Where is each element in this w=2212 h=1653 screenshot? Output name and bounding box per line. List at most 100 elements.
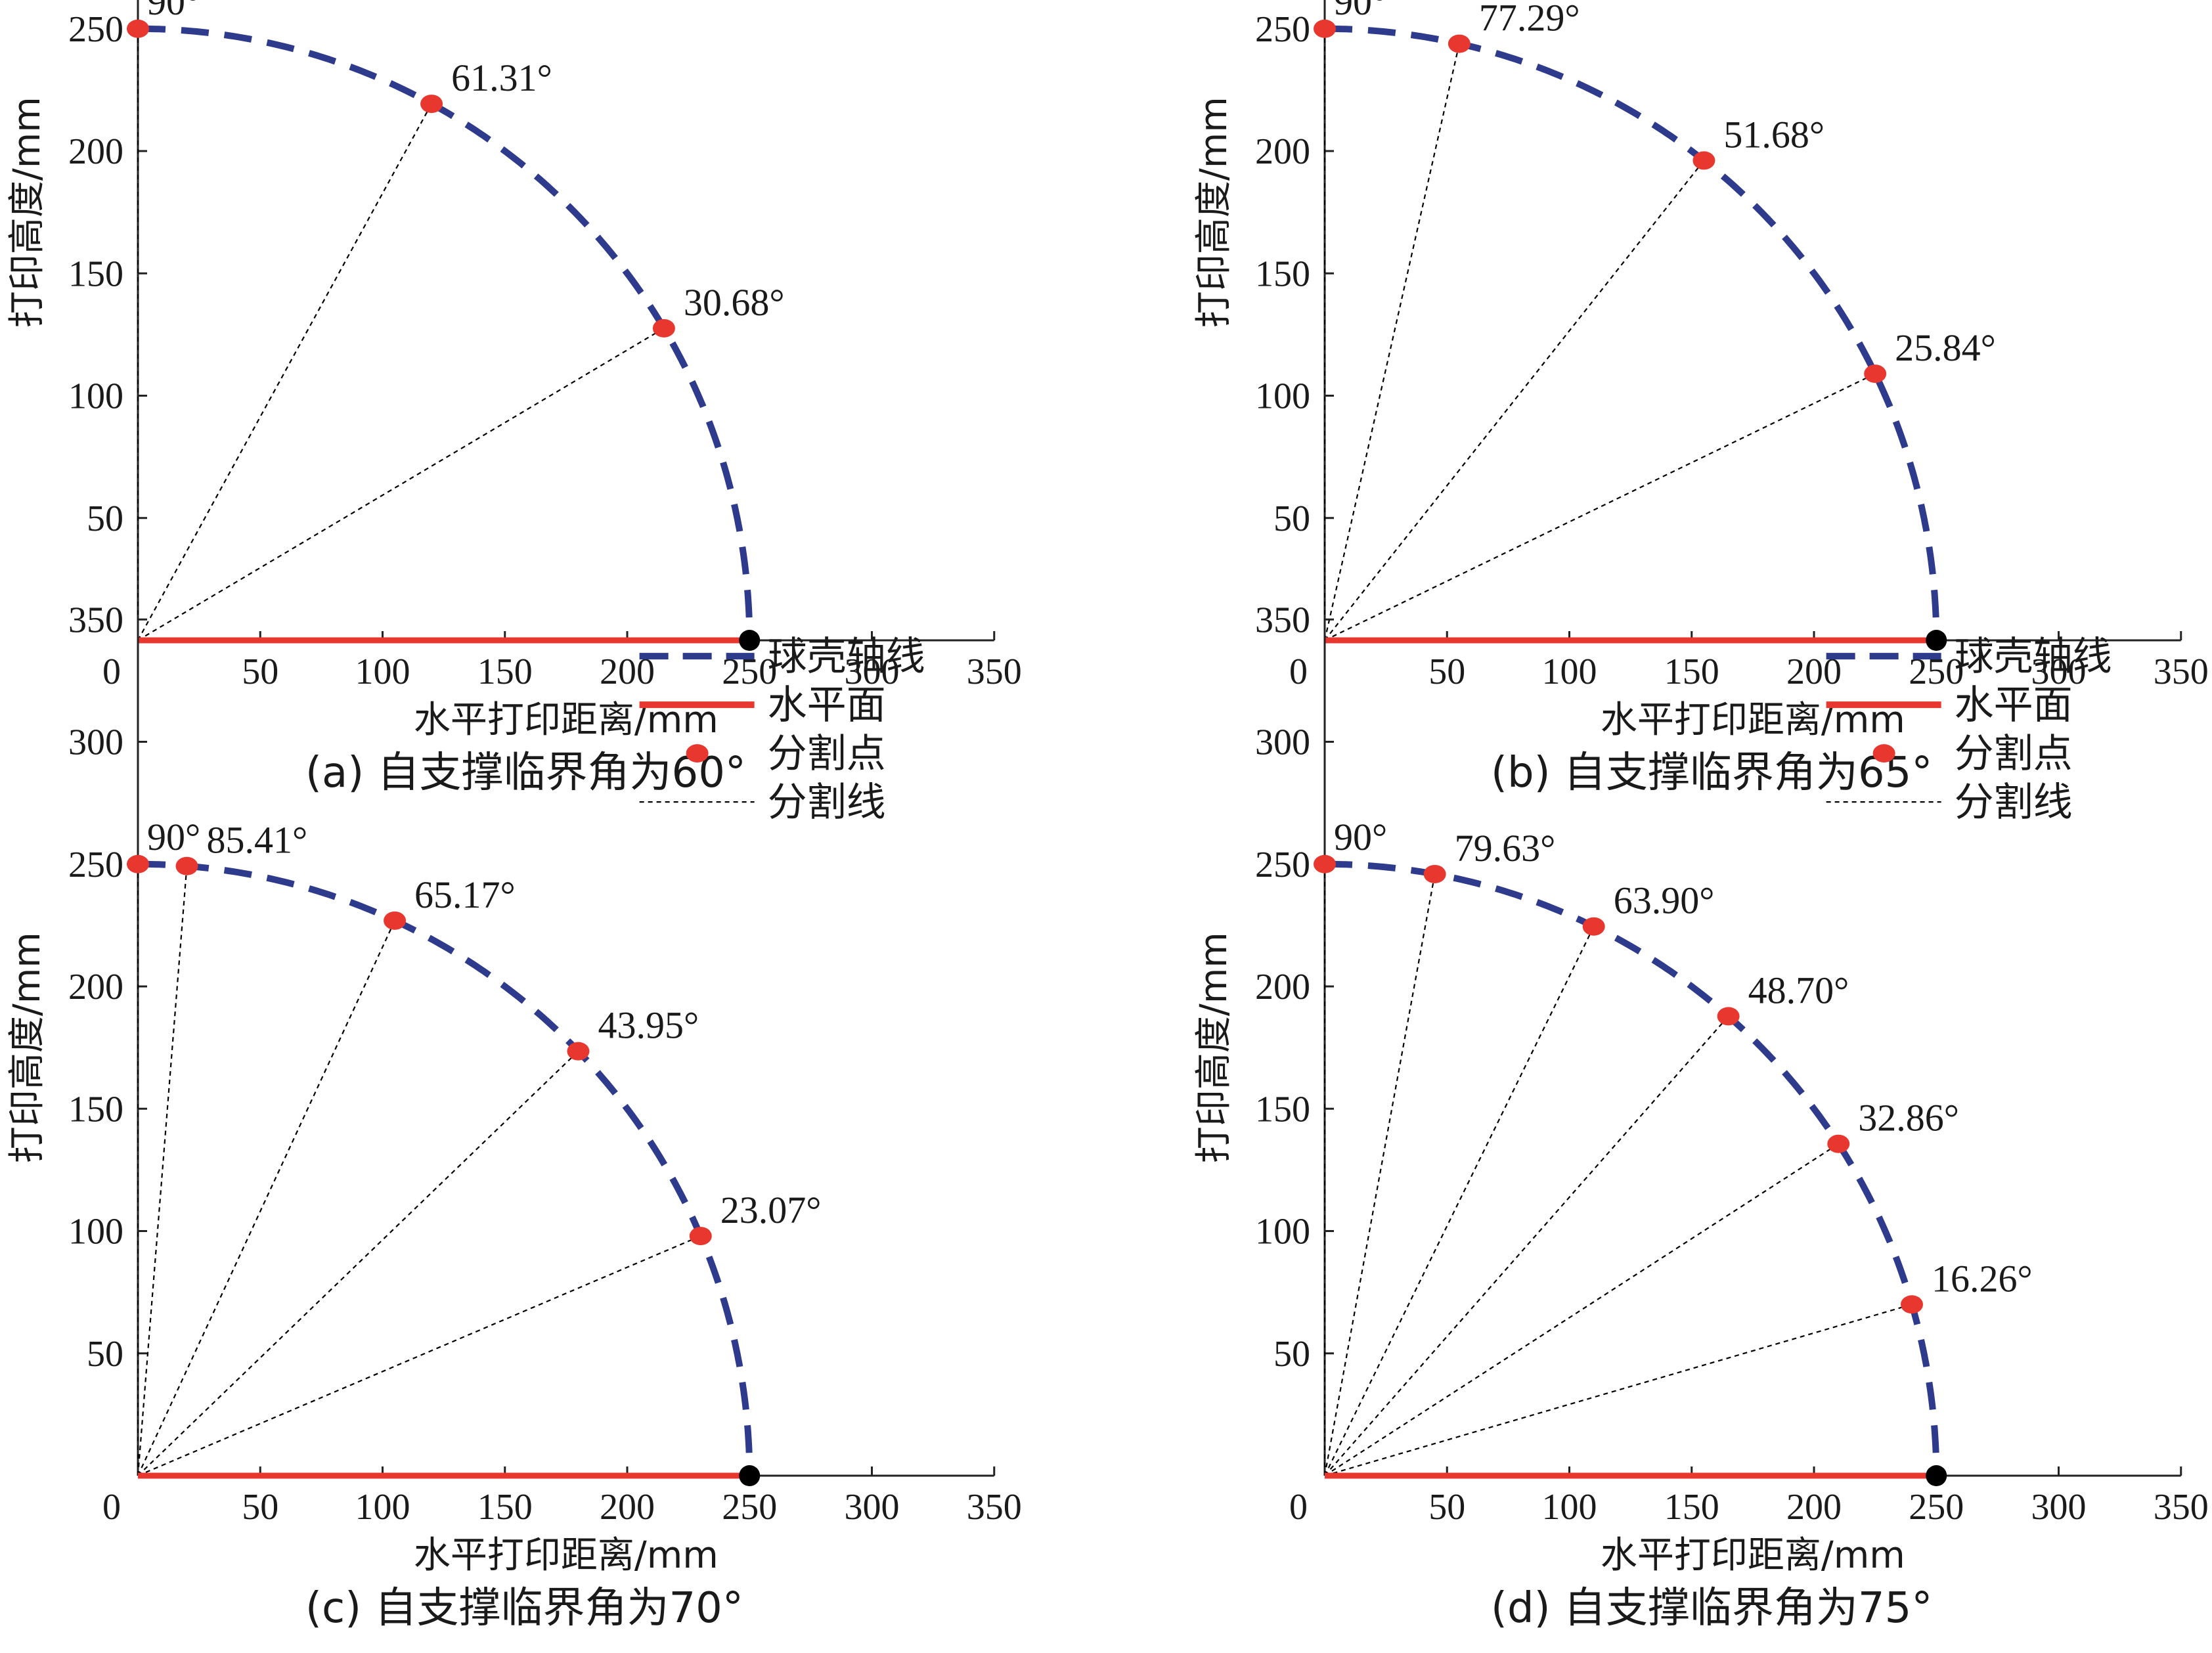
split-point	[127, 19, 149, 38]
y-tick-label: 150	[68, 253, 123, 294]
panel-caption: (b) 自支撑临界角为65°	[1491, 749, 1932, 797]
split-point	[420, 95, 443, 114]
split-point-label: 61.31°	[451, 56, 552, 99]
x-tick-label: 50	[242, 1487, 278, 1528]
x-tick-label: 0	[1289, 651, 1308, 692]
x-tick-label: 200	[1786, 1487, 1842, 1528]
x-axis-label: 水平打印距离/mm	[414, 1534, 719, 1577]
split-point	[1448, 34, 1471, 53]
panel-caption: (a) 自支撑临界角为60°	[305, 749, 746, 797]
x-tick-label: 0	[102, 651, 121, 692]
y-tick-label: 300	[68, 722, 123, 763]
y-axis-label: 打印高度/mm	[6, 97, 49, 328]
x-tick-label: 100	[355, 651, 410, 692]
panel-caption: (c) 自支撑临界角为70°	[305, 1584, 743, 1633]
y-tick-label: 150	[1255, 1089, 1310, 1130]
y-tick-label: 50	[1273, 1334, 1310, 1375]
x-tick-label: 100	[355, 1487, 410, 1528]
panel-caption: (d) 自支撑临界角为75°	[1491, 1584, 1932, 1633]
split-line	[1323, 873, 1436, 1476]
y-tick-label: 150	[68, 1089, 123, 1130]
split-line	[1324, 1015, 1729, 1476]
y-tick-label: 250	[68, 845, 123, 885]
split-line	[137, 1050, 579, 1476]
panel-c: 0 50 100 150 200 250 300 350 50 100 150 200 250 300 35…	[6, 600, 1022, 1633]
split-point-label: 90°	[147, 816, 200, 858]
split-point-label: 25.84°	[1895, 326, 1996, 369]
split-point	[384, 911, 407, 930]
split-point	[1314, 854, 1336, 873]
split-point	[1901, 1295, 1924, 1314]
split-point-label: 90°	[1334, 816, 1387, 858]
y-tick-label: 250	[68, 9, 123, 50]
end-point	[1926, 1465, 1947, 1486]
split-line	[137, 1235, 701, 1477]
split-point	[1827, 1134, 1850, 1153]
x-tick-label: 300	[845, 651, 900, 692]
shell-axis-line	[1325, 860, 1940, 1476]
split-point-label: 90°	[1334, 0, 1387, 23]
end-point	[1926, 630, 1947, 651]
x-tick-label: 300	[2031, 1487, 2087, 1528]
x-tick-label: 150	[477, 651, 533, 692]
split-point	[1314, 19, 1336, 38]
legend-split-point-label: 分割点	[1955, 731, 2073, 777]
split-point-label: 48.70°	[1748, 969, 1849, 1011]
split-point-label: 63.90°	[1614, 879, 1715, 922]
split-line	[137, 866, 188, 1476]
x-tick-label: 150	[1664, 651, 1719, 692]
y-tick-label: 100	[1255, 1212, 1310, 1252]
x-tick-label: 50	[242, 651, 278, 692]
x-tick-label: 50	[1428, 1487, 1465, 1528]
x-tick-label: 250	[1909, 1487, 1964, 1528]
split-line	[1324, 373, 1876, 641]
end-point	[739, 1465, 761, 1486]
split-line	[1324, 926, 1595, 1476]
y-tick-label: 100	[68, 376, 123, 417]
y-tick-label: 200	[68, 131, 123, 172]
y-tick-label: 200	[1255, 131, 1310, 172]
end-point	[739, 630, 761, 651]
legend-shell-axis-label: 球壳轴线	[768, 634, 925, 680]
x-tick-label: 100	[1542, 1487, 1597, 1528]
legend-horizontal-plane-label: 水平面	[1955, 682, 2073, 728]
split-line	[1324, 1304, 1913, 1477]
legend-shell-axis-label: 球壳轴线	[1955, 634, 2112, 680]
split-point-label: 30.68°	[684, 281, 785, 324]
panel-b: 0501001502002503003505010015020025030035…	[1193, 0, 2209, 797]
split-point-label: 51.68°	[1723, 113, 1825, 156]
x-tick-label: 100	[1542, 651, 1597, 692]
shell-axis-line	[1325, 25, 1940, 641]
split-point-label: 90°	[147, 0, 200, 23]
legend-split-point-swatch	[1872, 744, 1895, 763]
y-axis-label: 打印高度/mm	[1193, 932, 1235, 1163]
y-tick-label: 150	[1255, 253, 1310, 294]
shell-axis-line	[138, 25, 753, 641]
x-tick-label: 0	[1289, 1487, 1308, 1528]
y-tick-label: 250	[1255, 845, 1310, 885]
panel-d: 0 50 100 150 200 250 300 350 50 100 150 200 250 300 35…	[1193, 600, 2209, 1633]
split-point	[1692, 151, 1715, 170]
split-point	[1423, 864, 1446, 883]
y-tick-label: 350	[1255, 600, 1310, 640]
y-tick-label: 100	[68, 1212, 123, 1252]
legend-split-point-swatch	[686, 744, 709, 763]
split-point	[175, 856, 198, 875]
split-line	[137, 103, 433, 641]
y-tick-label: 100	[1255, 376, 1310, 417]
split-point	[567, 1042, 590, 1061]
split-point-label: 16.26°	[1932, 1257, 2033, 1300]
split-point	[1864, 364, 1887, 384]
split-point	[652, 319, 675, 338]
y-tick-label: 250	[1255, 9, 1310, 50]
x-axis-label: 水平打印距离/mm	[1601, 1534, 1905, 1577]
x-tick-label: 300	[2031, 651, 2087, 692]
y-tick-label: 200	[68, 967, 123, 1007]
x-tick-label: 300	[845, 1487, 900, 1528]
split-point	[689, 1227, 712, 1246]
split-point	[127, 854, 149, 873]
x-tick-label: 50	[1428, 651, 1465, 692]
legend-horizontal-plane-label: 水平面	[768, 682, 886, 728]
split-point	[1582, 917, 1605, 936]
